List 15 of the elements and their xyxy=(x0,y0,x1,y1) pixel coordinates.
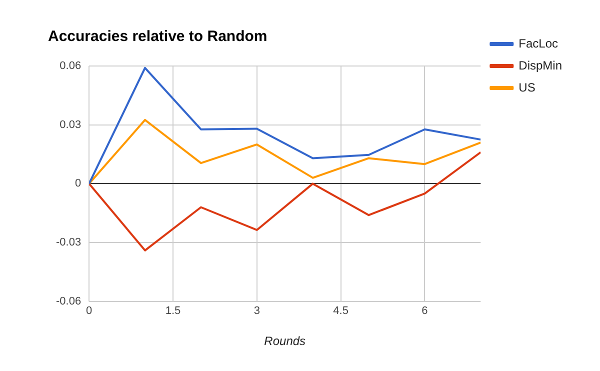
x-tick-label: 3 xyxy=(254,305,260,318)
x-axis-title: Rounds xyxy=(264,334,306,348)
legend-label: US xyxy=(518,80,536,94)
legend-label: DispMin xyxy=(518,58,562,72)
chart-title: Accuracies relative to Random xyxy=(48,28,268,46)
y-tick-label: 0 xyxy=(74,178,82,190)
x-tick-label: 0 xyxy=(86,305,92,318)
x-tick-label: 6 xyxy=(422,305,428,318)
y-tick-label: -0.03 xyxy=(56,236,82,249)
legend-label: FacLoc xyxy=(518,36,558,50)
y-tick-label: 0.06 xyxy=(60,60,82,72)
x-tick-label: 1.5 xyxy=(165,305,181,318)
x-tick-label: 4.5 xyxy=(333,305,348,318)
y-tick-label: -0.06 xyxy=(56,295,82,308)
y-tick-label: 0.03 xyxy=(60,118,82,131)
